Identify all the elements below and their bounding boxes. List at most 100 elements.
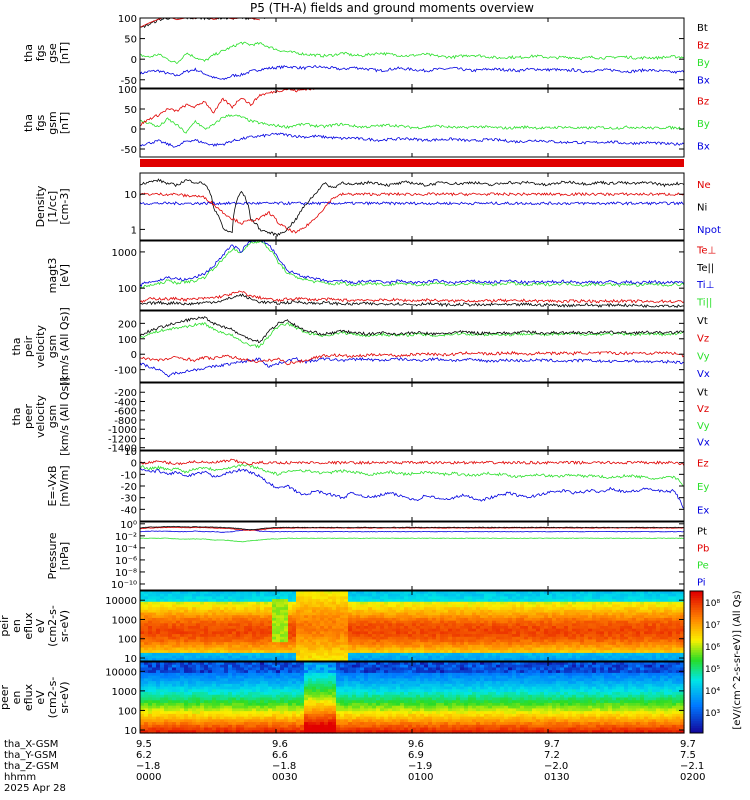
pressure-legend-Pb: Pb (697, 544, 709, 555)
efield-legend-Ez: Ez (697, 459, 709, 470)
series-Ne (140, 191, 684, 234)
colorbar-cell (690, 688, 703, 691)
fgs1-frame (139, 17, 685, 89)
efield-ylabel-1: [mV/m] (58, 465, 71, 506)
peer_spec-cells (140, 662, 685, 734)
date-label: 2025 Apr 28 (4, 783, 66, 794)
series-Pi (140, 529, 684, 533)
peer_spec-ylabel-3: eflux (22, 683, 35, 711)
colorbar-cell (690, 640, 703, 644)
colorbar-cell (690, 678, 703, 682)
colorbar-cell (690, 621, 703, 625)
density-yticklabel: 10 (124, 190, 137, 201)
colorbar-cell (690, 609, 703, 613)
xaxis-ticklabel: 9.6 (272, 739, 288, 750)
fgs1-yticklabel: 100 (118, 14, 137, 25)
pressure-legend-Pe: Pe (697, 561, 709, 572)
colorbar-cell (690, 633, 703, 637)
series-Pe (140, 537, 684, 543)
xaxis-ticklabel: −1.9 (408, 761, 432, 772)
peir_spec-ylabel-1: peir (0, 615, 11, 637)
efield-yticklabel: 10 (124, 447, 137, 458)
fgs2-ylabel-3: [nT] (58, 112, 71, 134)
peir_vel-legend-Vt: Vt (697, 316, 708, 327)
peer_spec-yticklabel: 1000 (112, 687, 137, 698)
colorbar-ticklabel: 10³ (705, 709, 720, 719)
colorbar-frame (689, 590, 704, 734)
colorbar-cell (690, 730, 703, 734)
density-ylabel-0: Density (34, 185, 47, 227)
chart-title: P5 (TH-A) fields and ground moments over… (250, 1, 534, 15)
peer_spec-ylabel-6: sr-eV) (58, 681, 71, 713)
series-Ez (140, 458, 684, 467)
temp-legend-Ti⊥: Ti⊥ (696, 280, 714, 291)
temp-ylabel-1: [eV] (58, 264, 71, 287)
fgs1-legend-Bz: Bz (697, 40, 709, 51)
density-legend-Ne: Ne (697, 180, 711, 191)
temp-ylabel-0: magt3 (46, 258, 59, 294)
series-Ti⊥ (140, 241, 684, 288)
peer_vel-yticklabel: -800 (114, 416, 137, 427)
series-Vt (140, 316, 684, 344)
fgs2-ylabel-1: fgs (34, 114, 47, 131)
series-Pt (140, 525, 684, 531)
series-Ti|| (140, 241, 684, 290)
pressure-yticklabel: 10⁻¹⁰ (111, 580, 137, 591)
colorbar-cell (690, 706, 703, 710)
xaxis-ticklabel: 6.9 (408, 750, 424, 761)
fgs2-yticklabel: -50 (121, 145, 137, 156)
peer_spec-ylabel-2: en (10, 691, 23, 705)
xaxis-ticklabel: 0200 (680, 772, 705, 783)
colorbar-cell (690, 704, 703, 708)
fgs1-legend-Bt: Bt (697, 23, 708, 34)
mode-bar (140, 159, 684, 167)
peer_vel-ylabel-2: velocity (34, 395, 47, 438)
series-Vz (140, 350, 684, 366)
density-ylabel-2: [cm-3] (58, 188, 71, 224)
colorbar-cell (690, 635, 703, 639)
fgs1-ylabel-0: tha (22, 44, 35, 62)
colorbar-cell (690, 690, 703, 694)
pressure-legend-Pi: Pi (697, 578, 706, 589)
colorbar-cell (690, 602, 703, 606)
peir_vel-ylabel-2: velocity (34, 325, 47, 368)
peer_spec-yticklabel: 10 (124, 726, 137, 737)
peir_vel-frame (139, 310, 685, 383)
peir_spec-ylabel-2: en (10, 619, 23, 633)
xaxis-ticklabel: −2.1 (680, 761, 704, 772)
series-Vy (140, 322, 684, 349)
colorbar-cell (690, 607, 703, 611)
xaxis-rowlabel-0: tha_X-GSM (4, 739, 58, 750)
peer_vel-ylabel-4: [km/s (All Qs)] (58, 377, 71, 456)
colorbar-cell (690, 728, 703, 732)
colorbar-cell (690, 669, 703, 672)
colorbar-cell (690, 723, 703, 727)
density-yticklabel: 1 (131, 225, 137, 236)
density-legend-Npot: Npot (697, 225, 721, 236)
colorbar-cell (690, 721, 703, 725)
series-Pb (140, 526, 684, 531)
fgs1-ylabel-1: fgs (34, 44, 47, 61)
peir_vel-yticklabel: 100 (118, 335, 137, 346)
temp-frame (139, 240, 685, 311)
fgs1-ylabel-2: gse (46, 43, 59, 63)
peer_vel-legend-Vx: Vx (697, 438, 710, 449)
colorbar-cell (690, 680, 703, 684)
colorbar-cell (690, 600, 703, 604)
peer_vel-yticklabel: -200 (114, 388, 137, 399)
peir_spec-yticklabel: 1000 (112, 615, 137, 626)
colorbar-ticklabel: 10⁵ (705, 665, 720, 675)
colorbar-cell (690, 673, 703, 677)
pressure-yticklabel: 10⁰ (120, 520, 137, 531)
efield-yticklabel: -40 (121, 505, 137, 516)
fgs1-legend-By: By (697, 58, 710, 69)
colorbar-cell (690, 645, 703, 649)
peer_spec-ylabel-1: peer (0, 685, 11, 711)
colorbar-cell (690, 664, 703, 668)
peer_vel-legend-Vt: Vt (697, 387, 708, 398)
colorbar-cell (690, 659, 703, 663)
fgs2-legend-By: By (697, 119, 710, 130)
peir_vel-ylabel-0: tha (10, 337, 23, 355)
colorbar-cell (690, 626, 703, 630)
xaxis-rowlabel-1: tha_Y-GSM (4, 750, 57, 761)
